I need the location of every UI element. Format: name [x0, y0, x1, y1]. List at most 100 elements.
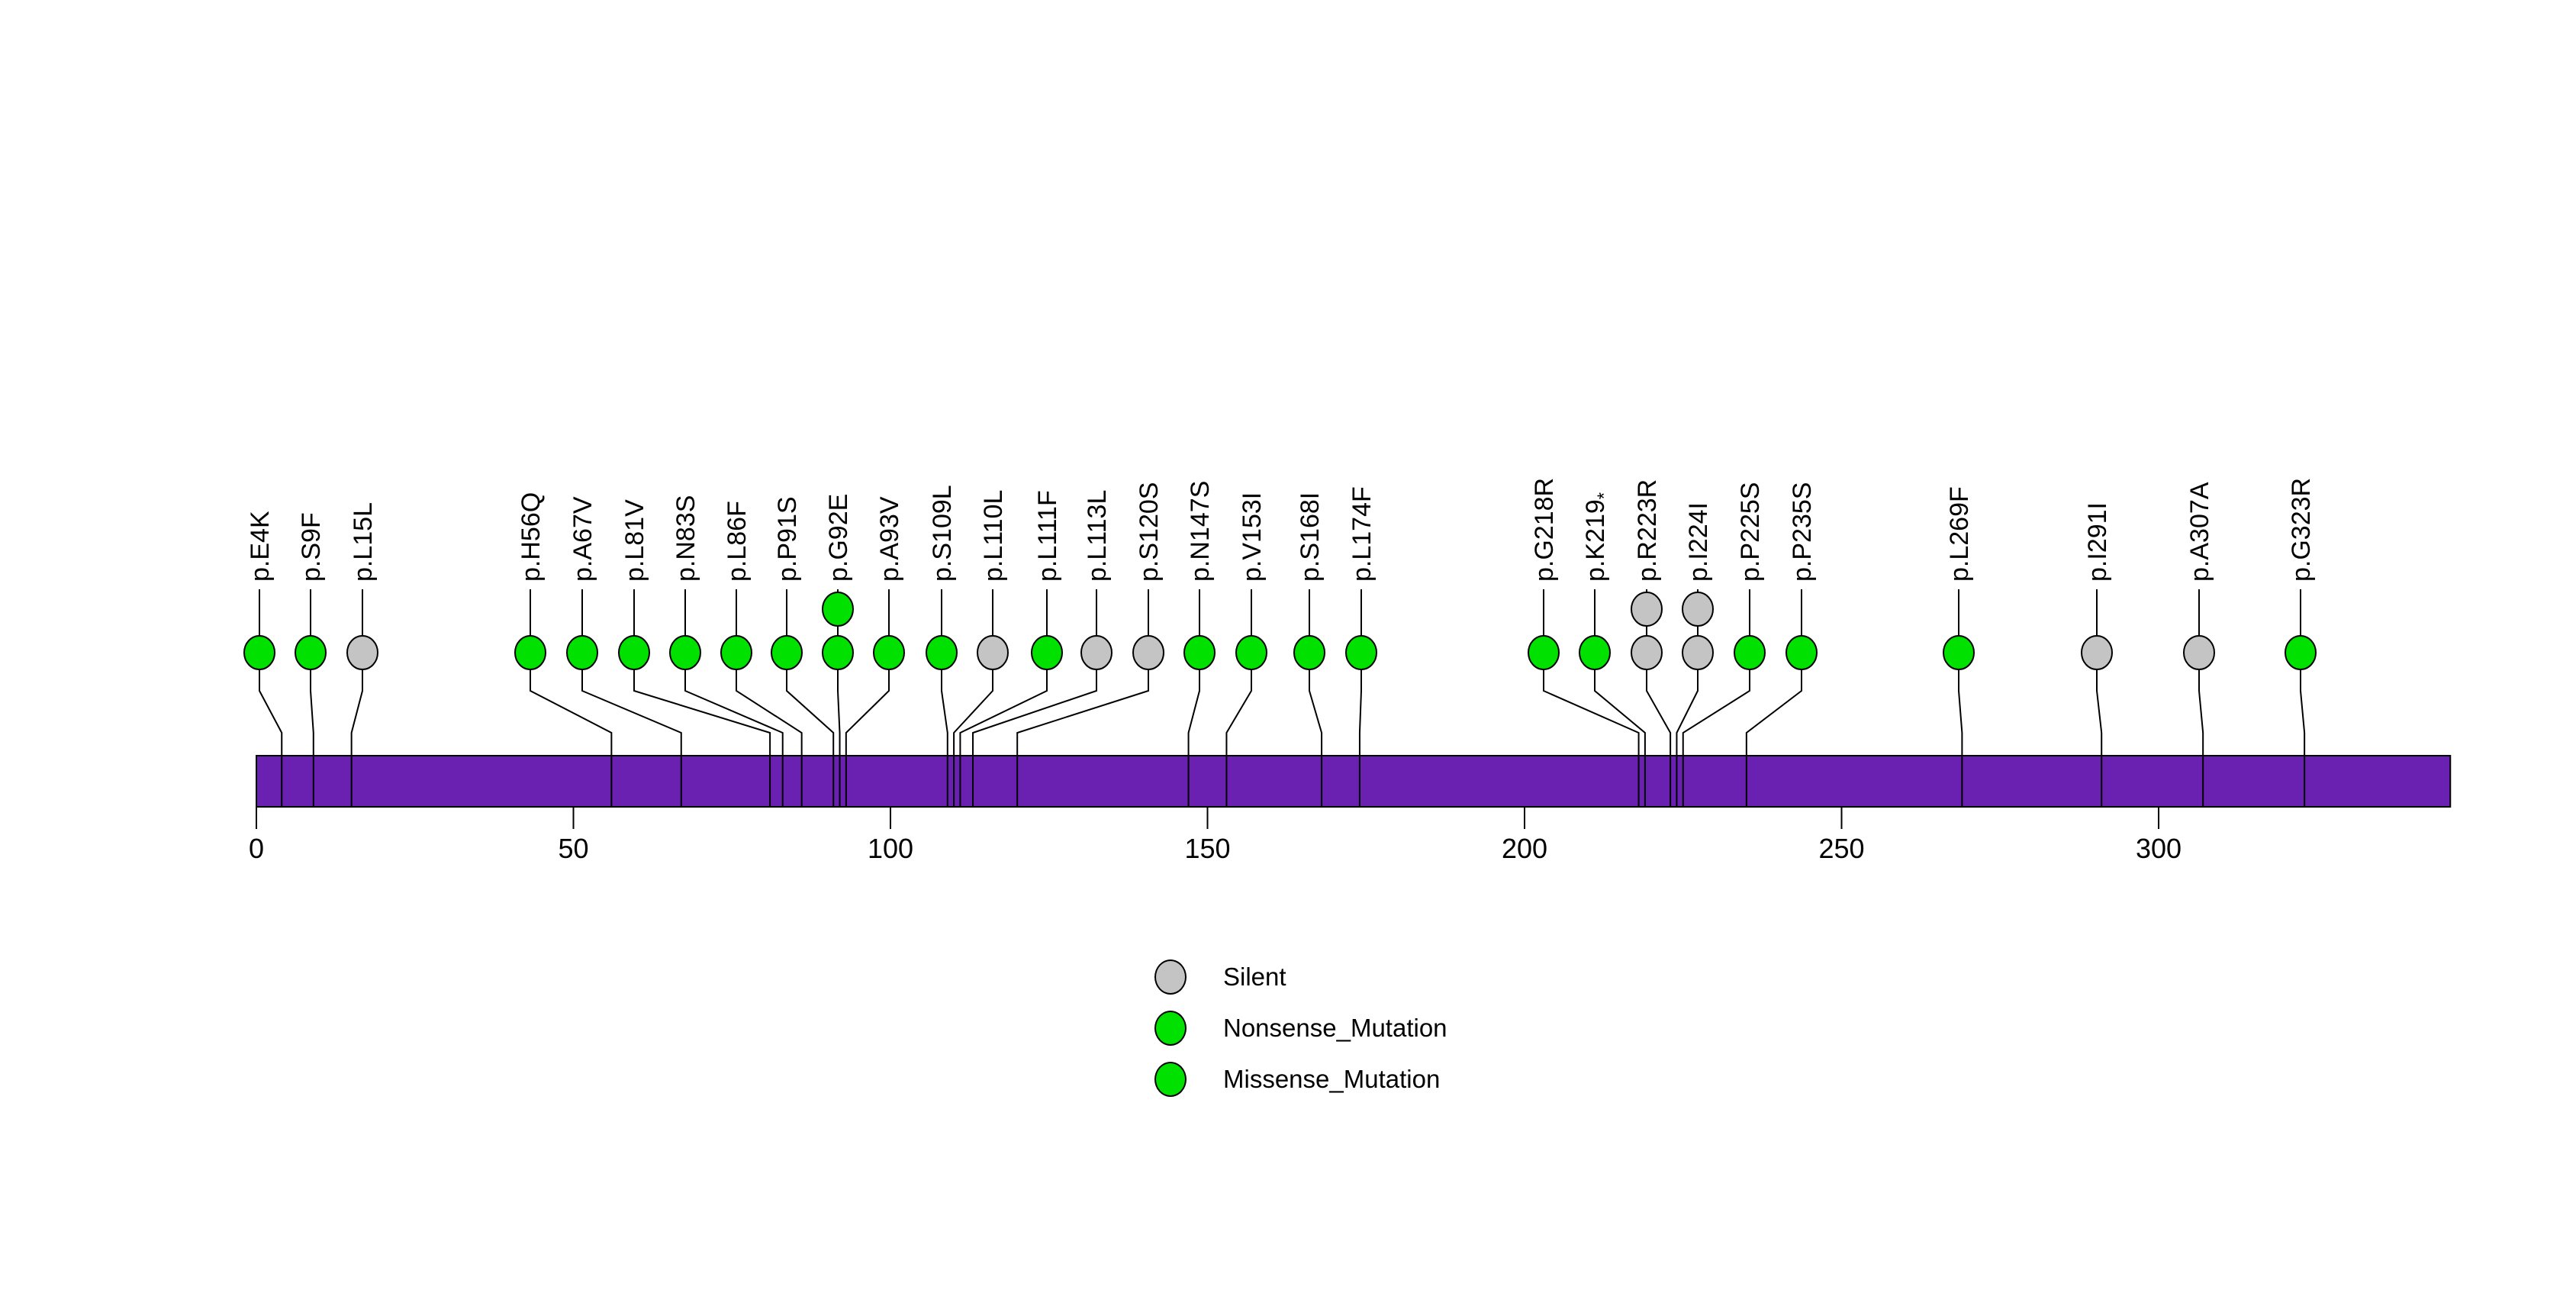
mutation-circle [1235, 635, 1267, 670]
mutation-circle [243, 635, 275, 670]
mutation-label: p.L111F [1033, 490, 1062, 582]
mutation-label: p.A307A [2185, 482, 2214, 582]
mutation-circle [720, 635, 752, 670]
mutation-label: p.H56Q [517, 492, 546, 582]
lollipop-p.S109L: p.S109L [926, 485, 958, 807]
lollipop-p.G218R: p.G218R [1528, 478, 1640, 807]
mutation-label: p.S9F [297, 512, 326, 582]
mutation-circle [1631, 592, 1663, 627]
mutation-circle [1345, 635, 1377, 670]
legend-item-missense-mutation: Missense_Mutation [1154, 1061, 1447, 1098]
lollipop-p.S168I: p.S168I [1293, 492, 1325, 807]
mutation-circle [1132, 635, 1164, 670]
lollipop-p.N147S: p.N147S [1183, 481, 1216, 807]
protein-bar [256, 755, 2452, 808]
legend-label: Nonsense_Mutation [1223, 1014, 1447, 1042]
lollipop-p.I291I: p.I291I [2081, 502, 2113, 807]
mutation-circle [822, 635, 854, 670]
lollipop-p.G323R: p.G323R [2285, 478, 2317, 807]
lollipop-p.L113L: p.L113L [972, 490, 1113, 807]
lollipop-p.G92E: p.G92E [822, 494, 854, 807]
lollipop-p.L86F: p.L86F [720, 501, 803, 807]
mutation-label: p.N83S [671, 495, 700, 582]
mutation-circle [1631, 635, 1663, 670]
mutation-circle [1528, 635, 1560, 670]
mutation-label: p.V153I [1238, 492, 1267, 582]
lollipop-p.H56Q: p.H56Q [514, 492, 613, 807]
mutation-circle [822, 592, 854, 627]
legend: Silent Nonsense_Mutation Missense_Mutati… [1154, 959, 1447, 1112]
mutation-circle [1734, 635, 1766, 670]
mutation-label: p.R223R [1633, 479, 1662, 582]
lollipop-p.S120S: p.S120S [1016, 482, 1164, 807]
mutation-circle [2081, 635, 2113, 670]
mutation-circle [926, 635, 958, 670]
mutation-label: p.L113L [1083, 490, 1112, 582]
axis-tick-label: 300 [2136, 833, 2182, 864]
mutation-circle [1682, 635, 1714, 670]
mutation-circle [1785, 635, 1818, 670]
mutation-circle [1183, 635, 1216, 670]
lollipop-p.E4K: p.E4K [243, 511, 283, 807]
lollipop-p.A307A: p.A307A [2183, 482, 2215, 807]
mutation-circle [1579, 635, 1611, 670]
mutation-circle [2183, 635, 2215, 670]
nonsense-mutation-swatch-icon [1154, 1011, 1187, 1046]
mutation-label: p.S168I [1296, 492, 1325, 582]
mutation-label: p.G92E [824, 494, 853, 582]
legend-label: Missense_Mutation [1223, 1065, 1441, 1093]
mutation-circle [1031, 635, 1063, 670]
lollipop-p.L174F: p.L174F [1345, 486, 1377, 807]
mutation-label: p.L86F [723, 501, 752, 582]
mutation-label: p.G218R [1530, 478, 1559, 582]
mutation-label: p.L269F [1945, 486, 1974, 582]
lollipop-p.I224I: p.I224I [1676, 502, 1714, 807]
silent-swatch-icon [1154, 959, 1187, 995]
axis-tick-label: 100 [868, 833, 913, 864]
lollipop-p.L111F: p.L111F [959, 490, 1063, 807]
lollipop-p.S9F: p.S9F [295, 512, 327, 807]
mutation-label: p.N147S [1186, 481, 1215, 582]
lollipop-p.P225S: p.P225S [1682, 482, 1766, 807]
axis-tick-label: 0 [249, 833, 264, 864]
mutation-label: p.A67V [568, 496, 597, 582]
mutation-label: p.G323R [2287, 478, 2316, 582]
mutation-circle [873, 635, 905, 670]
mutation-label: p.S120S [1135, 482, 1164, 582]
mutation-label: p.P91S [773, 496, 802, 582]
lollipop-p.L81V: p.L81V [618, 499, 771, 807]
axis-tick-label: 150 [1184, 833, 1230, 864]
axis-tick-label: 50 [558, 833, 588, 864]
mutation-circle [1293, 635, 1325, 670]
mutation-label: p.E4K [246, 511, 275, 582]
legend-item-nonsense-mutation: Nonsense_Mutation [1154, 1010, 1447, 1047]
mutation-label: p.L81V [620, 499, 649, 582]
lollipop-p.L15L: p.L15L [346, 502, 378, 807]
lollipop-p.N83S: p.N83S [669, 495, 784, 807]
mutation-label: p.L15L [349, 502, 378, 582]
mutation-circle [977, 635, 1009, 670]
axis-tick-label: 200 [1502, 833, 1547, 864]
mutation-circle [771, 635, 803, 670]
legend-label: Silent [1223, 963, 1286, 991]
mutation-label: p.I291I [2083, 502, 2112, 582]
mutation-circle [514, 635, 546, 670]
mutation-circle [2285, 635, 2317, 670]
mutation-circle [566, 635, 598, 670]
mutation-circle [346, 635, 378, 670]
mutation-label: p.P235S [1788, 482, 1817, 582]
mutation-label: p.P225S [1736, 482, 1765, 582]
missense-mutation-swatch-icon [1154, 1062, 1187, 1097]
lollipop-p.L110L: p.L110L [953, 490, 1009, 807]
mutation-circle [669, 635, 701, 670]
lollipop-p.K219*: p.K219* [1579, 492, 1646, 807]
lollipop-p.P91S: p.P91S [771, 496, 835, 807]
axis-tick-label: 250 [1818, 833, 1864, 864]
mutation-circle [1080, 635, 1113, 670]
lollipop-p.A93V: p.A93V [845, 496, 905, 807]
mutation-label: p.L174F [1348, 486, 1377, 582]
lollipop-p.R223R: p.R223R [1631, 479, 1672, 807]
mutation-label: p.K219* [1581, 492, 1615, 582]
mutation-circle [1943, 635, 1975, 670]
